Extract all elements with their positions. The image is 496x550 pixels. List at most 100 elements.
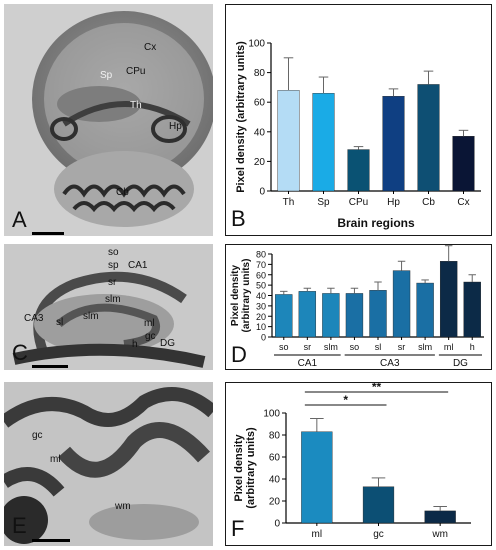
- y-axis-label: Pixel density: [230, 264, 241, 326]
- panel-letter-f: F: [231, 516, 245, 541]
- group-label: CA1: [298, 358, 318, 369]
- label-sl: sl: [56, 317, 64, 328]
- y-tick-label: 100: [248, 39, 265, 50]
- x-tick-label: Cb: [422, 197, 435, 208]
- y-tick-label: 10: [256, 322, 266, 332]
- x-tick-label: ml: [444, 342, 454, 352]
- bar: [301, 431, 333, 524]
- label-slm-mid: slm: [83, 311, 99, 322]
- y-tick-label: 20: [254, 157, 266, 168]
- y-tick-label: 100: [263, 409, 280, 420]
- panel-d-chart: 0 10 20 30 40 50 60 70 80 Pixel density (arbitrary…: [225, 244, 492, 370]
- x-tick-label: sl: [375, 342, 382, 352]
- label-h: h: [132, 339, 138, 350]
- y-tick-label: 0: [274, 519, 280, 530]
- label-so: so: [108, 247, 119, 258]
- x-tick-label: h: [470, 342, 475, 352]
- panel-letter-b: B: [231, 206, 246, 231]
- y-tick-label: 40: [256, 291, 266, 301]
- x-tick-label: CPu: [349, 197, 368, 208]
- y-tick-label: 0: [261, 333, 266, 343]
- bar: [347, 149, 370, 192]
- x-tick-label: ml: [312, 529, 323, 540]
- cerebellum-illustration: [4, 382, 213, 546]
- label-cb: Cb: [116, 187, 129, 198]
- bar: [322, 293, 340, 338]
- scale-bar: [32, 539, 70, 542]
- label-sp: Sp: [100, 70, 113, 81]
- group-label: CA3: [380, 358, 400, 369]
- label-cpu: CPu: [126, 66, 146, 77]
- y-tick-label: 20: [269, 497, 281, 508]
- chart-f-svg: 0 20 40 60 80 100 Pixel density (arbitrary unit…: [233, 383, 471, 540]
- y-tick-label: 30: [256, 301, 266, 311]
- label-gc: gc: [32, 430, 43, 441]
- x-tick-label: Hp: [387, 197, 400, 208]
- x-tick-label: Cx: [457, 197, 469, 208]
- y-tick-label: 70: [256, 260, 266, 270]
- y-axis-label: Pixel density: [233, 433, 245, 501]
- bar: [463, 281, 481, 338]
- scale-bar: [32, 232, 64, 235]
- bar: [298, 291, 317, 338]
- label-ml: ml: [144, 318, 155, 329]
- bar: [452, 136, 475, 192]
- panel-letter-d: D: [231, 342, 247, 367]
- label-th: Th: [130, 100, 142, 111]
- label-wm: wm: [115, 501, 131, 512]
- y-tick-label: 80: [269, 431, 281, 442]
- group-label: DG: [453, 358, 468, 369]
- x-tick-label: Th: [283, 197, 295, 208]
- y-tick-label: 80: [256, 250, 266, 260]
- bar: [417, 84, 440, 192]
- scale-bar: [32, 365, 68, 368]
- bar: [439, 261, 458, 338]
- panel-a-image: Cx Sp CPu Th Hp Cb A: [4, 4, 213, 236]
- x-tick-label: slm: [418, 342, 432, 352]
- x-tick-label: slm: [324, 342, 338, 352]
- panel-letter-a: A: [12, 207, 27, 232]
- hippocampus-illustration: [4, 244, 213, 370]
- label-slm-top: slm: [105, 294, 121, 305]
- bar: [424, 510, 456, 524]
- y-tick-label: 60: [254, 98, 266, 109]
- x-tick-label: wm: [431, 529, 448, 540]
- x-axis-label: Brain regions: [337, 216, 415, 230]
- bar: [312, 93, 335, 192]
- label-sp: sp: [108, 260, 119, 271]
- significance-marker: *: [343, 393, 348, 407]
- panel-c-image: so sp CA1 sr slm CA3 sl slm ml gc h DG C: [4, 244, 213, 370]
- x-tick-label: so: [279, 342, 289, 352]
- panel-e-image: gc ml wm E: [4, 382, 213, 546]
- y-tick-label: 80: [254, 68, 266, 79]
- bar: [416, 282, 434, 338]
- bar: [382, 96, 405, 192]
- label-hp: Hp: [169, 121, 182, 132]
- panel-b-chart: 0 20 40 60 80 100 Pixel density (arbitrary uni…: [225, 4, 492, 236]
- y-axis-label: (arbitrary units): [245, 427, 257, 509]
- brain-section-illustration: [4, 4, 213, 236]
- x-tick-label: so: [350, 342, 360, 352]
- y-axis-label: (arbitrary units): [241, 259, 252, 333]
- x-tick-label: sr: [304, 342, 312, 352]
- y-tick-label: 40: [269, 475, 281, 486]
- label-ml: ml: [50, 454, 61, 465]
- bar: [369, 290, 387, 338]
- label-sr: sr: [108, 277, 117, 288]
- y-tick-label: 50: [256, 281, 266, 291]
- y-tick-label: 60: [256, 270, 266, 280]
- x-tick-label: sr: [398, 342, 406, 352]
- x-tick-label: Sp: [317, 197, 330, 208]
- panel-letter-e: E: [12, 513, 27, 538]
- panel-letter-c: C: [12, 340, 28, 365]
- bar: [392, 270, 411, 338]
- y-tick-label: 0: [259, 187, 265, 198]
- bar: [275, 294, 293, 338]
- y-tick-label: 40: [254, 127, 266, 138]
- significance-marker: **: [372, 383, 382, 394]
- panel-f-chart: 0 20 40 60 80 100 Pixel density (arbitrary unit…: [225, 382, 492, 546]
- label-gc: gc: [145, 331, 156, 342]
- label-dg: DG: [160, 338, 175, 349]
